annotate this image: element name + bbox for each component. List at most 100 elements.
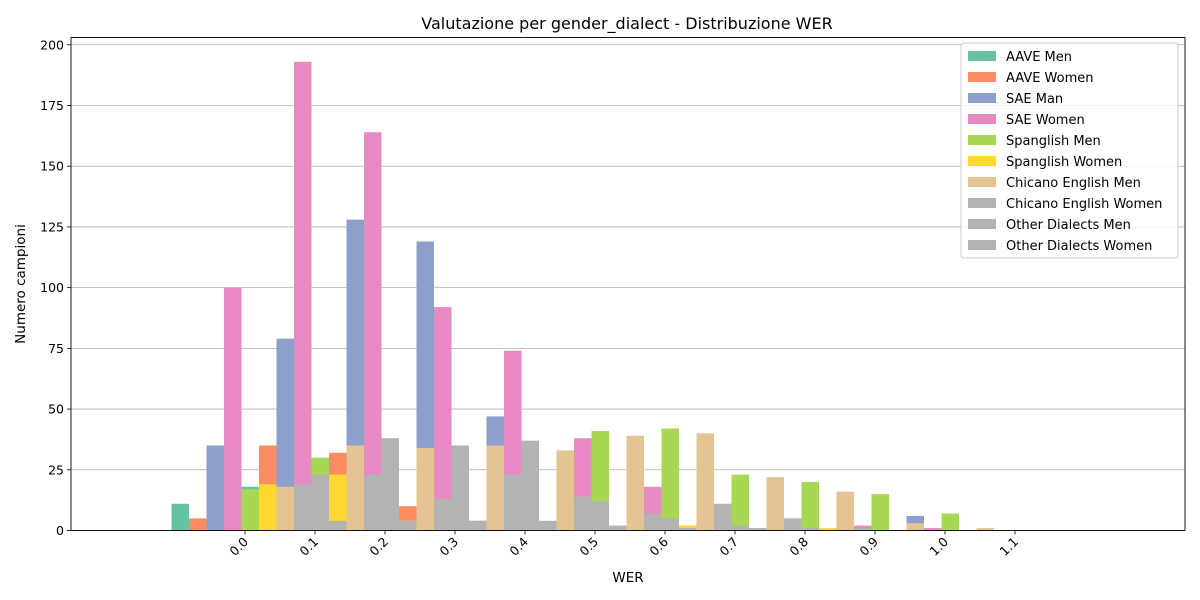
legend-swatch: [968, 51, 996, 61]
legend: AAVE Men AAVE Women SAE Man SAE Women Spangl…: [960, 42, 1179, 259]
bar: [311, 474, 329, 531]
bar: [241, 489, 259, 531]
bar: [416, 447, 434, 531]
bar: [574, 496, 592, 531]
bar: [801, 528, 819, 531]
legend-swatch: [968, 72, 996, 82]
legend-entry: Chicano English Women: [1006, 197, 1162, 212]
plot-frame: [70, 37, 1186, 531]
legend-entry: Other Dialects Women: [1006, 239, 1152, 254]
legend-entry: Spanglish Women: [1006, 155, 1122, 170]
legend-entry: AAVE Women: [1006, 71, 1094, 86]
legend-entry: AAVE Men: [1006, 50, 1072, 65]
legend-swatch: [968, 240, 996, 250]
bar: [784, 518, 802, 531]
legend-swatch: [968, 198, 996, 208]
legend-swatch: [968, 135, 996, 145]
legend-swatch: [968, 219, 996, 229]
x-tick-label: 1.1: [996, 534, 1021, 559]
bar: [399, 520, 417, 531]
bar: [731, 525, 749, 531]
bar: [469, 520, 487, 531]
x-tick-label: 0.7: [716, 534, 741, 559]
legend-entry: Other Dialects Men: [1006, 218, 1131, 233]
bar: [661, 518, 679, 531]
bar: [766, 477, 784, 531]
legend-swatch: [968, 114, 996, 124]
bar: [486, 445, 504, 531]
bar: [714, 503, 732, 531]
y-gridlines: [71, 44, 1185, 531]
x-tick-label: 0.1: [296, 534, 321, 559]
legend-entry: SAE Women: [1006, 113, 1085, 128]
bar: [329, 520, 347, 531]
bar: [836, 491, 854, 531]
y-tick-label: 25: [48, 462, 64, 477]
bar: [976, 528, 994, 531]
bar: [434, 498, 452, 531]
bar: [871, 494, 889, 531]
bar: [906, 523, 924, 531]
legend-entry: Chicano English Men: [1006, 176, 1141, 191]
y-tick-label: 75: [48, 341, 64, 356]
x-tick-label: 0.4: [506, 534, 531, 559]
bar: [696, 433, 714, 531]
x-tick-label: 0.3: [436, 534, 461, 559]
y-axis-ticks: 0 25 50 75 100 125 150 175 200: [40, 37, 71, 538]
legend-box: [960, 42, 1179, 259]
x-tick-label: 0.9: [856, 534, 881, 559]
x-axis-label: WER: [612, 570, 643, 586]
bar: [189, 518, 207, 531]
bar: [609, 525, 627, 531]
bar: [381, 438, 399, 531]
bar: [171, 503, 189, 531]
y-tick-label: 0: [56, 523, 64, 538]
bar: [941, 513, 959, 531]
y-tick-label: 150: [40, 159, 64, 174]
bar: [504, 474, 522, 531]
y-tick-label: 200: [40, 37, 64, 52]
bar: [276, 338, 294, 531]
bar: [854, 528, 872, 531]
bar: [661, 428, 679, 531]
y-axis-label: Numero campioni: [13, 224, 29, 344]
legend-swatch: [968, 156, 996, 166]
bar: [434, 307, 452, 531]
bar: [556, 450, 574, 531]
x-tick-label: 1.0: [926, 534, 951, 559]
bar: [294, 61, 312, 531]
x-tick-label: 0.2: [366, 534, 391, 559]
x-tick-label: 0.6: [646, 534, 671, 559]
bar: [539, 520, 557, 531]
bar: [626, 435, 644, 531]
chart-title: Valutazione per gender_dialect - Distrib…: [421, 14, 832, 34]
series-other-dialects-women: [329, 520, 767, 531]
bar: [451, 445, 469, 531]
bar: [521, 440, 539, 531]
bar: [276, 486, 294, 531]
series-other-dialects-men: [311, 438, 819, 531]
bar: [644, 513, 662, 531]
bar: [731, 474, 749, 531]
bar: [259, 484, 277, 531]
y-tick-label: 125: [40, 219, 64, 234]
legend-swatch: [968, 93, 996, 103]
bar: [224, 287, 242, 531]
legend-entry: SAE Man: [1006, 92, 1063, 107]
bar: [206, 445, 224, 531]
y-tick-label: 100: [40, 280, 64, 295]
bar: [364, 132, 382, 531]
bar: [801, 481, 819, 531]
legend-swatch: [968, 177, 996, 187]
bar: [924, 528, 942, 531]
bars-layer: [171, 61, 994, 531]
bar: [364, 474, 382, 531]
x-axis-ticks: 0.0 0.1 0.2 0.3 0.4 0.5 0.6 0.7 0.8 0.9 1.0 1.1: [226, 530, 1021, 559]
x-tick-label: 0.0: [226, 534, 251, 559]
bar: [591, 501, 609, 531]
bar: [329, 474, 347, 531]
x-tick-label: 0.5: [576, 534, 601, 559]
x-tick-label: 0.8: [786, 534, 811, 559]
bar: [346, 445, 364, 531]
